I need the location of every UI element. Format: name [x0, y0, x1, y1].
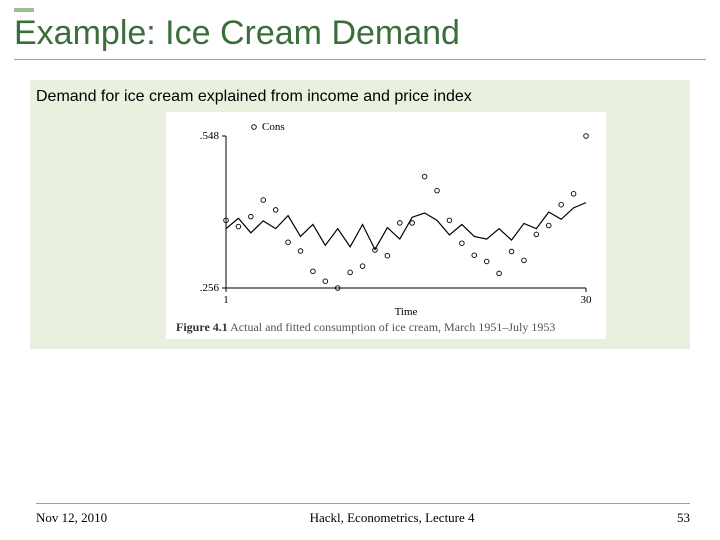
figure-caption-label: Figure 4.1: [176, 320, 228, 334]
figure-container: .256 .548 1 30 Time Cons Figure 4.1 Actual an…: [166, 112, 606, 339]
svg-text:1: 1: [223, 294, 229, 306]
slide-title: Example: Ice Cream Demand: [14, 14, 706, 53]
svg-text:Cons: Cons: [262, 121, 285, 133]
content-panel: Demand for ice cream explained from inco…: [30, 80, 690, 349]
footer-row: Nov 12, 2010 Hackl, Econometrics, Lectur…: [36, 510, 690, 526]
title-accent-bar: [14, 8, 34, 12]
svg-text:.256: .256: [200, 282, 220, 294]
ice-cream-chart: .256 .548 1 30 Time Cons: [176, 118, 596, 318]
title-underline: [14, 59, 706, 60]
content-description: Demand for ice cream explained from inco…: [36, 88, 684, 106]
footer-page: 53: [677, 510, 690, 526]
title-region: Example: Ice Cream Demand: [0, 0, 720, 64]
footer-center: Hackl, Econometrics, Lecture 4: [310, 510, 475, 526]
figure-caption-text: Actual and fitted consumption of ice cre…: [228, 320, 556, 334]
slide-footer: Nov 12, 2010 Hackl, Econometrics, Lectur…: [0, 503, 720, 526]
footer-date: Nov 12, 2010: [36, 510, 107, 526]
svg-text:.548: .548: [200, 130, 220, 142]
footer-rule: [36, 503, 690, 504]
svg-text:30: 30: [581, 294, 593, 306]
figure-caption: Figure 4.1 Actual and fitted consumption…: [176, 320, 596, 335]
svg-text:Time: Time: [395, 306, 418, 318]
